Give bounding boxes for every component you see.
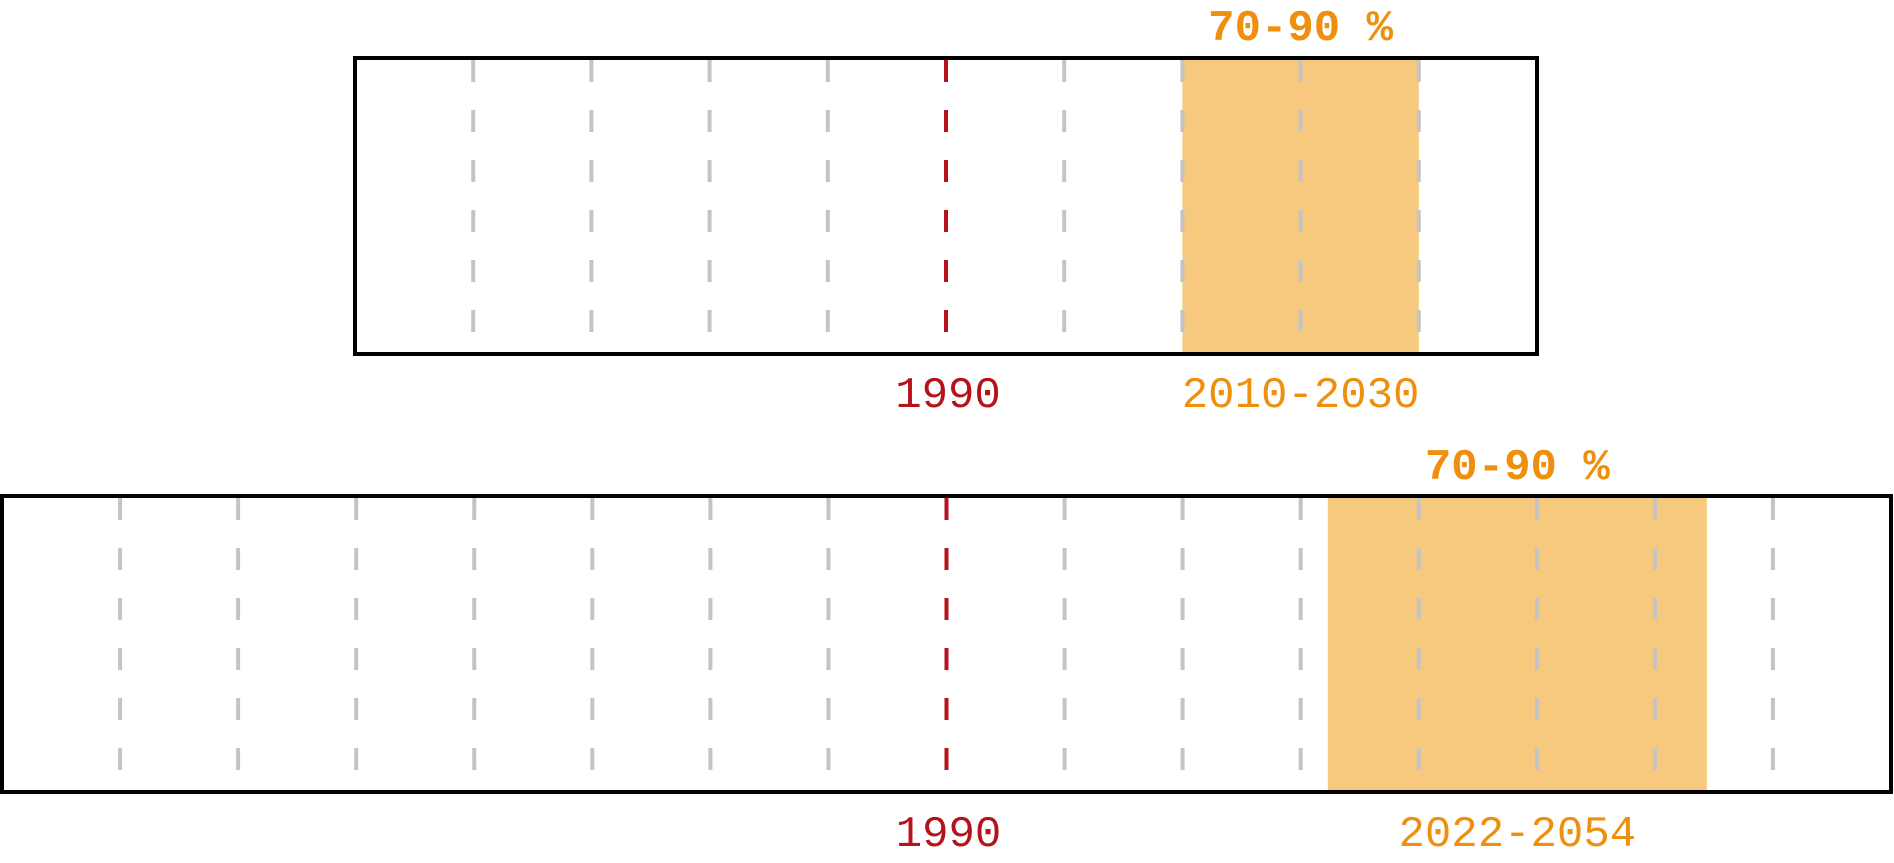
timeline-panel-top: 70-90 % 1990 2010-2030 [353, 4, 1539, 421]
band-percent-label-bottom: 70-90 % [1425, 443, 1610, 493]
band-range-label-top: 2010-2030 [1182, 371, 1420, 421]
band-top [1182, 58, 1419, 354]
band-percent-label-top: 70-90 % [1208, 4, 1393, 54]
reference-label-bottom: 1990 [896, 810, 1002, 860]
frame-top [353, 56, 1539, 356]
band-bottom [1327, 496, 1707, 792]
timeline-panel-bottom: 70-90 % 1990 2022-2054 [0, 443, 1893, 860]
frame-bottom [0, 494, 1893, 794]
band-range-label-bottom: 2022-2054 [1399, 810, 1637, 860]
reference-label-top: 1990 [895, 371, 1001, 421]
